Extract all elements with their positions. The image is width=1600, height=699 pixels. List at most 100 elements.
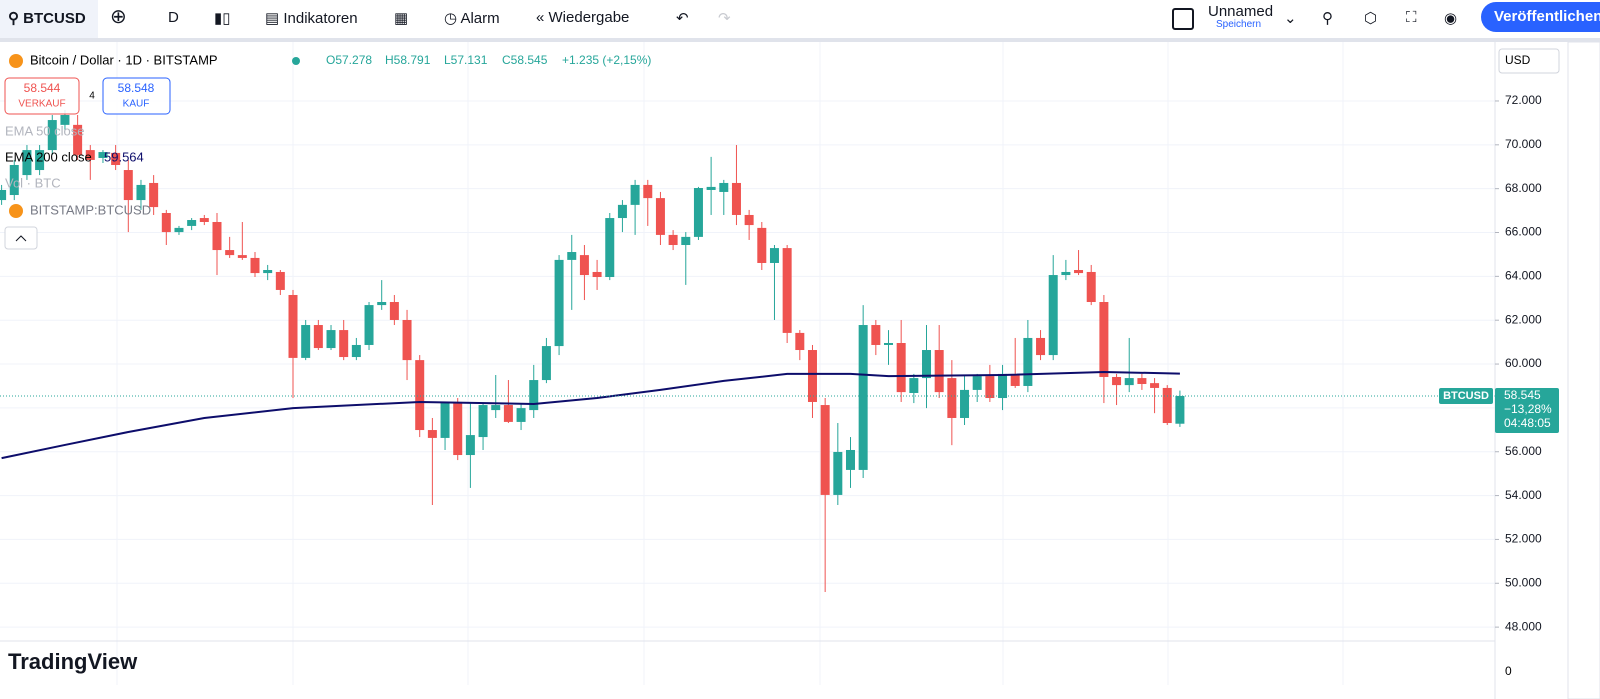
settings[interactable]: ⬡ xyxy=(1364,10,1378,27)
layout-name[interactable]: Unnamed xyxy=(1208,3,1274,20)
redo[interactable]: ↷ xyxy=(718,10,731,27)
indicator-volume[interactable]: Vol · BTC xyxy=(5,175,61,190)
candle-body xyxy=(719,182,729,192)
chart-type[interactable]: ▮▯ xyxy=(214,10,231,27)
candle-body xyxy=(833,451,843,495)
symbol-search[interactable]: ⚲ BTCUSD xyxy=(8,10,86,27)
currency-button[interactable] xyxy=(1498,48,1560,74)
candle-body xyxy=(9,164,19,196)
volume-scale-label: 0 xyxy=(1505,664,1512,678)
candle-body xyxy=(630,184,640,205)
last-price-symbol-box xyxy=(1439,387,1493,404)
candle-body xyxy=(592,271,602,278)
candle-body xyxy=(579,255,589,276)
candle-body xyxy=(503,405,513,422)
candle-body xyxy=(884,343,893,345)
templates[interactable]: ▦ xyxy=(394,10,409,27)
candle-body xyxy=(453,403,463,456)
candle-body xyxy=(655,198,665,235)
fullscreen[interactable]: ⛶ xyxy=(1406,9,1417,26)
quick-search[interactable]: ⚲ xyxy=(1322,10,1333,27)
layout-button[interactable] xyxy=(1172,8,1194,30)
candle-body xyxy=(326,330,336,349)
candle-body xyxy=(516,408,526,422)
buy-button[interactable] xyxy=(102,77,171,115)
candle-body xyxy=(35,150,45,171)
status-dot xyxy=(292,57,300,65)
candle-body xyxy=(896,343,906,393)
collapse-icon xyxy=(15,235,27,242)
candle-body xyxy=(693,188,703,237)
candle-body xyxy=(377,302,387,306)
sell-price: 58.544 xyxy=(24,81,61,95)
indicators-label: Indikatoren xyxy=(283,10,358,27)
candle-body xyxy=(250,257,260,274)
candle-body xyxy=(364,305,374,345)
candle-body xyxy=(769,248,779,263)
candle-body xyxy=(136,184,146,201)
candle-body xyxy=(199,218,209,222)
candle-body xyxy=(313,325,323,349)
last-price-box xyxy=(1495,387,1559,433)
candle-body xyxy=(73,124,83,155)
candle-body xyxy=(554,259,564,347)
candle-body xyxy=(0,189,7,201)
y-tick-label: 64.000 xyxy=(1505,269,1542,283)
sell-button[interactable] xyxy=(4,77,80,115)
buy-label: KAUF xyxy=(123,99,150,110)
candle-body xyxy=(617,204,627,219)
undo[interactable]: ↶ xyxy=(676,10,689,27)
symbol-box[interactable] xyxy=(0,0,98,38)
collapse-button[interactable] xyxy=(4,226,38,250)
y-tick-label: 62.000 xyxy=(1505,312,1542,326)
price-axis xyxy=(1495,42,1568,699)
last-price-label: 58.545 xyxy=(1504,388,1541,402)
candle-body xyxy=(529,380,539,411)
y-tick-label: 60.000 xyxy=(1505,356,1542,370)
save[interactable]: Speichern xyxy=(1216,19,1262,30)
candle-body xyxy=(643,184,653,199)
btc-icon xyxy=(9,54,23,68)
replay[interactable]: « Wiedergabe xyxy=(536,9,630,26)
right-sidebar xyxy=(1567,41,1600,699)
candle-body xyxy=(1162,387,1172,424)
candle-body xyxy=(225,250,235,256)
candle-body xyxy=(149,182,159,208)
indicator-compare[interactable]: BITSTAMP:BTCUSD xyxy=(30,202,151,217)
alarm[interactable]: ◷ Alarm xyxy=(444,10,500,27)
candle-body xyxy=(22,150,32,176)
candle-body xyxy=(706,186,716,190)
y-tick-label: 72.000 xyxy=(1505,93,1542,107)
ohlc-high: H58.791 xyxy=(385,53,431,67)
indicators[interactable]: ▤ Indikatoren xyxy=(265,10,358,27)
candle-body xyxy=(237,255,247,258)
candle-body xyxy=(402,319,412,361)
candle-body xyxy=(478,405,488,438)
add-symbol[interactable]: ⊕ xyxy=(110,6,127,28)
candle-body xyxy=(744,214,754,226)
candle-body xyxy=(1023,337,1033,386)
candle-body xyxy=(909,378,919,393)
candle-body xyxy=(440,403,450,438)
candle-body xyxy=(389,302,399,320)
candle-body xyxy=(1124,378,1134,386)
candle-body xyxy=(174,227,184,233)
candle-body xyxy=(275,271,285,290)
candle-body xyxy=(567,252,577,260)
interval[interactable]: D xyxy=(168,9,179,26)
y-tick-label: 52.000 xyxy=(1505,532,1542,546)
snapshot[interactable]: ◉ xyxy=(1444,10,1458,27)
indicator-ema50[interactable]: EMA 50 close xyxy=(5,123,85,138)
candle-body xyxy=(782,248,792,333)
layout-menu[interactable]: ⌄ xyxy=(1284,10,1297,27)
publish: Veröffentlichen xyxy=(1494,8,1600,25)
sell-label: VERKAUF xyxy=(18,99,65,110)
candle-body xyxy=(998,373,1008,399)
indicator-ema200[interactable]: EMA 200 close xyxy=(5,149,92,164)
candle-body xyxy=(161,212,171,233)
publish-button[interactable] xyxy=(1481,2,1600,32)
toolbar: ⚲ BTCUSD ⊕ D ▮▯ ▤ Indikatoren ▦ ◷ Alarm … xyxy=(0,0,1600,42)
candle-body xyxy=(415,360,425,431)
candle-body xyxy=(1048,275,1058,356)
